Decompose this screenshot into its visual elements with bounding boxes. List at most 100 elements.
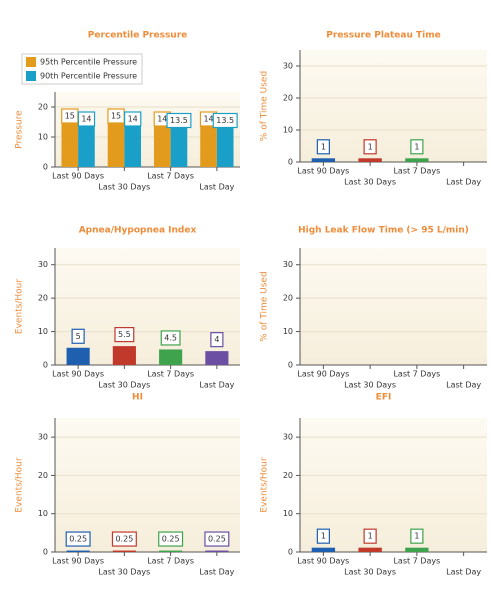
x-tick-label: Last 7 Days [147,557,194,566]
legend-label: 95th Percentile Pressure [40,58,137,67]
value-label-box [210,332,224,348]
value-label-box [316,528,330,544]
y-tick-label: 10 [283,126,293,135]
value-label-box [124,111,142,127]
bar [124,125,142,167]
y-tick-label: 10 [38,133,48,142]
chart-title: High Leak Flow Time (> 95 L/min) [298,226,469,236]
plot-area [55,418,240,552]
value-label: 0.25 [162,535,180,544]
x-tick-label: Last Day [199,568,234,577]
value-label-box [71,328,85,344]
y-tick-label: 20 [38,471,48,480]
bar [205,550,229,552]
value-label: 5 [76,332,81,341]
y-tick-label: 30 [38,433,48,442]
y-axis-label: % of Time Used [260,71,270,141]
x-tick-label: Last 90 Days [297,557,349,566]
x-tick-label: Last 90 Days [297,370,349,379]
x-tick-label: Last Day [446,178,481,187]
x-tick-label: Last 7 Days [393,370,440,379]
value-label: 0.25 [69,535,87,544]
value-label: 1 [321,142,326,151]
bar [66,550,90,552]
bar [78,125,95,167]
x-tick-label: Last 7 Days [393,557,440,566]
y-tick-label: 0 [288,158,293,167]
y-tick-label: 0 [288,548,293,557]
y-tick-label: 30 [283,62,293,71]
y-axis-label: Pressure [15,110,25,149]
y-tick-label: 20 [38,103,48,112]
value-label: 1 [368,142,373,151]
x-tick-label: Last Day [446,381,481,390]
y-tick-label: 20 [283,294,293,303]
value-label-box [111,531,137,547]
chart-panel: Apnea/Hypopnea Index Events/Hour 0 10 20 30 La… [15,226,240,390]
y-tick-label: 30 [283,260,293,269]
value-label: 14 [81,115,91,124]
y-tick-label: 0 [43,361,48,370]
value-label: 14 [128,115,138,124]
x-tick-label: Last Day [199,183,234,192]
bar [405,547,429,552]
y-tick-label: 0 [43,163,48,172]
bar [107,122,125,167]
value-label-box [158,531,184,547]
y-tick-label: 20 [283,471,293,480]
chart-title: Pressure Plateau Time [326,31,440,41]
legend-swatch [26,57,36,67]
chart-title: EFI [376,393,392,403]
y-tick-label: 10 [38,509,48,518]
bar [61,122,79,167]
y-tick-label: 10 [283,327,293,336]
value-label-box [363,139,377,155]
chart-panel: Percentile Pressure Pressure 0 10 20 Last 90 … [15,31,240,192]
y-tick-label: 30 [38,260,48,269]
y-tick-label: 0 [43,548,48,557]
plot-area [300,418,487,552]
value-label: 1 [414,142,419,151]
bar [159,550,183,552]
x-tick-label: Last 90 Days [52,557,104,566]
bar [216,126,234,167]
chart-title: Apnea/Hypopnea Index [79,226,197,236]
y-tick-label: 20 [283,94,293,103]
bar [66,347,90,365]
value-label: 1 [414,532,419,541]
bar [311,158,336,162]
value-label: 13.5 [216,116,234,125]
value-label: 4 [214,335,219,344]
x-tick-label: Last Day [446,568,481,577]
value-label-box [410,139,424,155]
value-label-box [160,330,181,346]
value-label-box [204,531,230,547]
x-tick-label: Last 7 Days [147,370,194,379]
value-label: 14 [157,115,167,124]
bar [205,351,229,365]
plot-area [300,50,487,162]
chart-panel: HI Events/Hour 0 10 20 30 Last 90 Days Last 30 … [15,393,240,577]
bar [405,158,429,162]
x-tick-label: Last Day [199,381,234,390]
value-label-box [410,528,424,544]
value-label: 1 [368,532,373,541]
x-tick-label: Last 90 Days [52,370,104,379]
y-tick-label: 10 [283,509,293,518]
bar [112,550,136,552]
value-label: 0.25 [115,535,133,544]
bar [311,547,336,552]
y-axis-label: Events/Hour [260,457,270,512]
value-label-box [65,531,91,547]
plot-area [55,248,240,365]
value-label-box [363,528,377,544]
value-label-box [212,112,238,129]
chart-title: HI [132,393,143,403]
bar [112,346,136,365]
value-label-box [316,139,330,155]
chart-panel: EFI Events/Hour 0 10 20 30 Last 90 Days Last 30… [260,393,487,577]
x-tick-label: Last 30 Days [344,568,396,577]
value-label: 15 [111,112,121,121]
